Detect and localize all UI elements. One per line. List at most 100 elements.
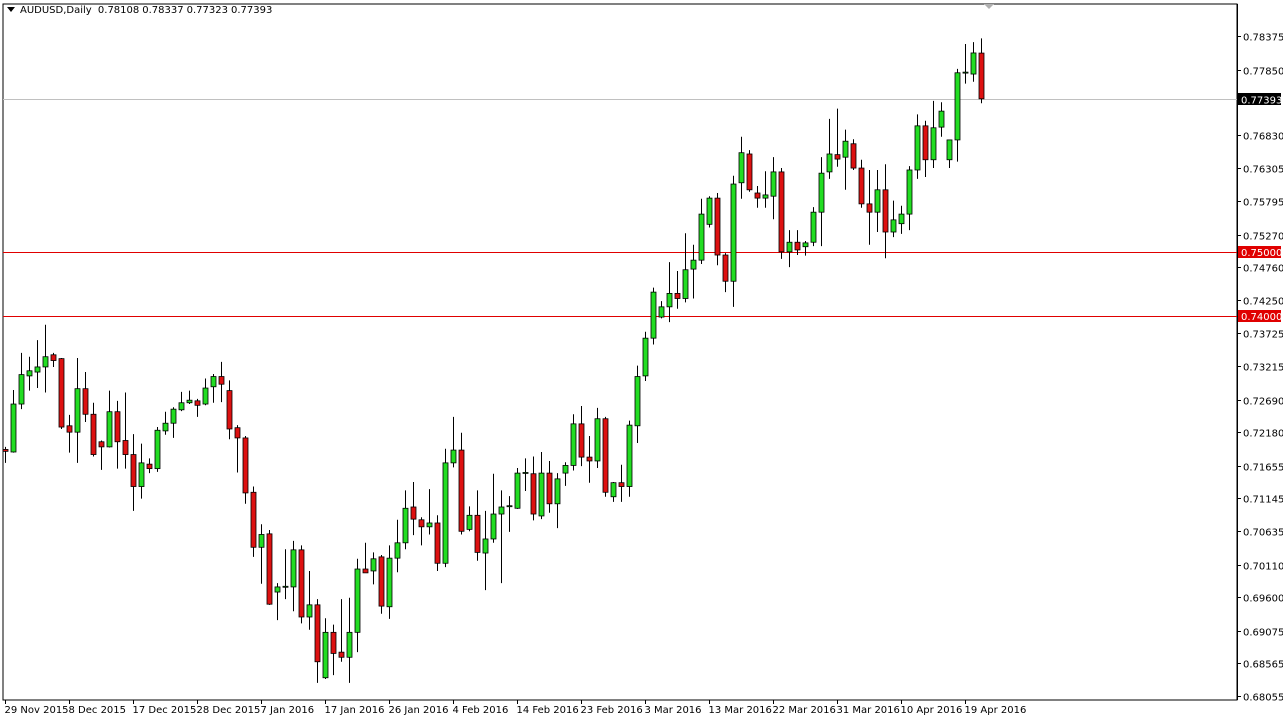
candle-body <box>490 513 497 540</box>
candle-body <box>786 241 793 253</box>
candle-body <box>474 514 481 553</box>
candle-body <box>114 411 121 443</box>
candle-body <box>138 462 145 487</box>
price-tick-label: 0.69600 <box>1243 594 1283 605</box>
candle-body <box>674 292 681 299</box>
candle-body <box>530 473 537 515</box>
candle-body <box>898 213 905 225</box>
candle-body <box>914 125 921 171</box>
candle-body <box>626 424 633 487</box>
candle-body <box>466 514 473 530</box>
candle-body <box>690 259 697 270</box>
candle-body <box>890 219 897 233</box>
candle-body <box>402 507 409 544</box>
candle-body <box>170 408 177 424</box>
date-tick-label: 26 Jan 2016 <box>389 705 449 716</box>
candle-body <box>610 482 617 498</box>
candle-body <box>834 154 841 160</box>
price-tick-label: 0.75270 <box>1243 232 1283 243</box>
candle-body <box>562 465 569 474</box>
candle-body <box>370 558 377 572</box>
candle-body <box>314 604 321 663</box>
candle-body <box>130 454 137 487</box>
candle-body <box>338 651 345 658</box>
date-tick-label: 23 Feb 2016 <box>581 705 643 716</box>
candle-body <box>802 242 809 248</box>
candle-body <box>290 549 297 588</box>
candle-body <box>146 463 153 470</box>
candle-body <box>554 478 561 505</box>
candle-body <box>450 449 457 464</box>
date-tick-label: 13 Mar 2016 <box>709 705 772 716</box>
price-tick-label: 0.68565 <box>1243 660 1283 671</box>
date-tick-label: 8 Dec 2015 <box>69 705 127 716</box>
price-tick-label: 0.73215 <box>1243 363 1283 374</box>
candle-body <box>578 423 585 458</box>
candle-body <box>850 143 857 169</box>
candle-body <box>34 366 41 373</box>
candle-body <box>698 213 705 261</box>
candle-body <box>250 491 257 548</box>
candle-body <box>642 337 649 377</box>
price-tick-label: 0.76830 <box>1243 132 1283 143</box>
candle-body <box>66 425 73 433</box>
candle-body <box>618 482 625 487</box>
candle-body <box>738 152 745 184</box>
date-tick-label: 28 Dec 2015 <box>197 705 261 716</box>
price-tick-label: 0.72180 <box>1243 429 1283 440</box>
candle-body <box>810 211 817 243</box>
candle-body <box>354 568 361 633</box>
date-tick-label: 31 Mar 2016 <box>837 705 900 716</box>
candle-body <box>154 429 161 470</box>
candle-body <box>682 269 689 299</box>
candle-body <box>954 72 961 141</box>
candle-body <box>346 631 353 658</box>
date-tick-label: 19 Apr 2016 <box>965 705 1027 716</box>
candle-body <box>58 358 65 428</box>
candle-body <box>522 472 529 474</box>
level-price-tag <box>1238 246 1281 258</box>
candle-body <box>434 522 441 564</box>
price-tick-label: 0.77850 <box>1243 67 1283 78</box>
candle-body <box>410 506 417 520</box>
candle-body <box>818 172 825 213</box>
candle-body <box>762 194 769 199</box>
collapse-triangle-icon[interactable] <box>7 7 15 12</box>
candle-body <box>882 189 889 233</box>
candle-body <box>106 411 113 448</box>
candle-body <box>42 356 49 368</box>
candle-body <box>98 441 105 448</box>
candle-body <box>322 631 329 679</box>
price-tick-label: 0.71145 <box>1243 495 1283 506</box>
level-price-tag <box>1238 310 1281 322</box>
candle-body <box>426 522 433 528</box>
candle-body <box>482 538 489 554</box>
price-tick-label: 0.78375 <box>1243 33 1283 44</box>
candle-body <box>298 549 305 618</box>
candle-body <box>770 171 777 197</box>
chart-shift-marker-icon <box>984 4 994 9</box>
candle-body <box>866 203 873 213</box>
candle-body <box>506 505 513 508</box>
candle-body <box>730 183 737 282</box>
candle-body <box>242 437 249 494</box>
date-tick-label: 3 Mar 2016 <box>645 705 702 716</box>
price-tick-label: 0.69075 <box>1243 628 1283 639</box>
price-tick-label: 0.68055 <box>1243 693 1283 704</box>
candle-body <box>514 472 521 509</box>
candle-body <box>754 192 761 199</box>
candle-body <box>722 254 729 282</box>
candle-body <box>970 52 977 75</box>
candle-body <box>962 71 969 74</box>
date-tick-label: 14 Feb 2016 <box>517 705 579 716</box>
candle-body <box>874 189 881 213</box>
candle-body <box>418 519 425 528</box>
candle-body <box>650 291 657 339</box>
candle-body <box>634 376 641 427</box>
candle-body <box>74 388 81 433</box>
price-tick-label: 0.71655 <box>1243 463 1283 474</box>
date-tick-label: 4 Feb 2016 <box>453 705 509 716</box>
candle-body <box>226 390 233 430</box>
candle-body <box>706 197 713 225</box>
